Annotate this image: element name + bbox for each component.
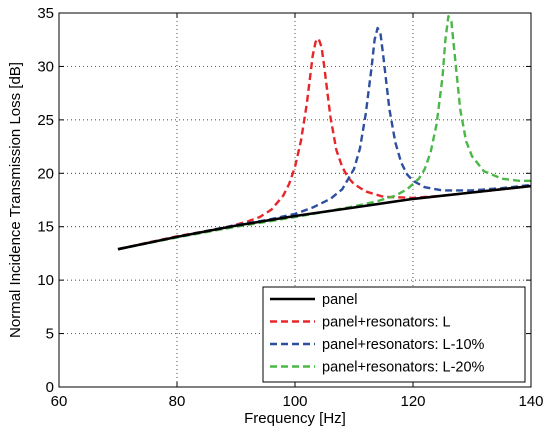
y-tick-label: 20	[37, 165, 54, 182]
y-tick-label: 0	[46, 379, 54, 396]
legend-label-1: panel+resonators: L	[322, 315, 451, 331]
x-axis-label: Frequency [Hz]	[244, 410, 346, 427]
y-tick-label: 10	[37, 272, 54, 289]
series-layer	[117, 15, 531, 251]
legend-label-0: panel	[322, 292, 357, 308]
legend: panel panel+resonators: L panel+resonators…	[262, 286, 526, 383]
axis-ticks: 60 80 100 120 140 0 5 10 15 20 25 30 35	[37, 5, 543, 410]
y-tick-label: 30	[37, 58, 54, 75]
y-axis-label: Normal Incidence Transmission Loss [dB]	[7, 62, 24, 338]
legend-label-3: panel+resonators: L-20%	[322, 360, 485, 376]
y-tick-label: 5	[46, 326, 54, 343]
y-tick-label: 35	[37, 5, 54, 22]
y-tick-label: 25	[37, 112, 54, 129]
x-tick-label: 100	[282, 393, 307, 410]
x-tick-label: 140	[518, 393, 543, 410]
x-tick-label: 60	[51, 393, 68, 410]
series-line-0	[117, 184, 531, 251]
x-tick-label: 120	[400, 393, 425, 410]
x-tick-label: 80	[169, 393, 186, 410]
series-line-1	[117, 37, 531, 251]
legend-label-2: panel+resonators: L-10%	[322, 337, 485, 353]
y-tick-label: 15	[37, 219, 54, 236]
